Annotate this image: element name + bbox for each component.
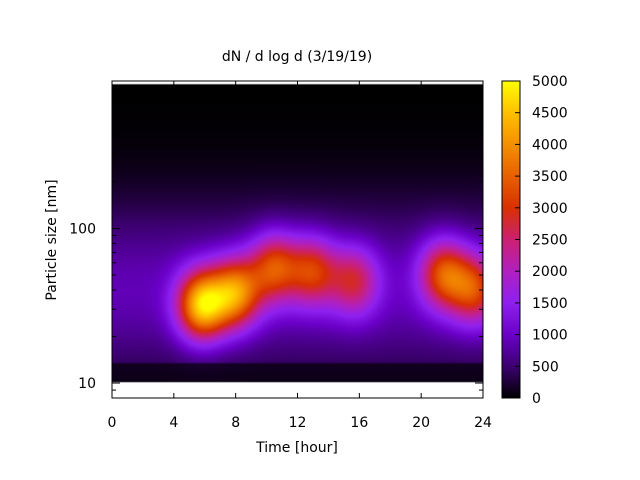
y-tick-label: 10	[78, 376, 96, 392]
colorbar-tick-label: 4500	[532, 106, 568, 122]
colorbar-tick-label: 2000	[532, 264, 568, 280]
colorbar-tick-label: 4000	[532, 137, 568, 153]
heatmap-image	[112, 81, 483, 398]
colorbar-tick-label: 3000	[532, 201, 568, 217]
heatmap-plot: 0 4 8 12 16 20 24 10 100	[69, 80, 492, 431]
colorbar-ticks: 0 500 1000 1500 2000 2500 3000 3500 4000 4500 5000	[515, 74, 568, 407]
colorbar-tick-label: 1000	[532, 328, 568, 344]
colorbar: 0 500 1000 1500 2000 2500 3000 3500 4000 4500 5000	[501, 74, 568, 407]
x-tick-label: 4	[169, 415, 178, 431]
y-axis-ticks: 10 100	[69, 80, 483, 399]
x-axis-label: Time [hour]	[255, 440, 338, 456]
x-tick-label: 12	[289, 415, 307, 431]
colorbar-tick-label: 5000	[532, 74, 568, 90]
x-tick-label: 16	[350, 415, 368, 431]
chart-title: dN / d log d (3/19/19)	[222, 49, 372, 65]
y-tick-label: 100	[69, 221, 96, 237]
colorbar-tick-label: 3500	[532, 169, 568, 185]
x-tick-label: 20	[412, 415, 430, 431]
colorbar-tick-label: 500	[532, 359, 559, 375]
colorbar-tick-label: 2500	[532, 233, 568, 249]
x-tick-label: 0	[108, 415, 117, 431]
x-tick-label: 8	[231, 415, 240, 431]
y-axis-label: Particle size [nm]	[44, 179, 60, 300]
x-tick-label: 24	[474, 415, 492, 431]
colorbar-tick-label: 0	[532, 391, 541, 407]
colorbar-tick-label: 1500	[532, 296, 568, 312]
x-axis-ticks: 0 4 8 12 16 20 24	[108, 81, 492, 431]
